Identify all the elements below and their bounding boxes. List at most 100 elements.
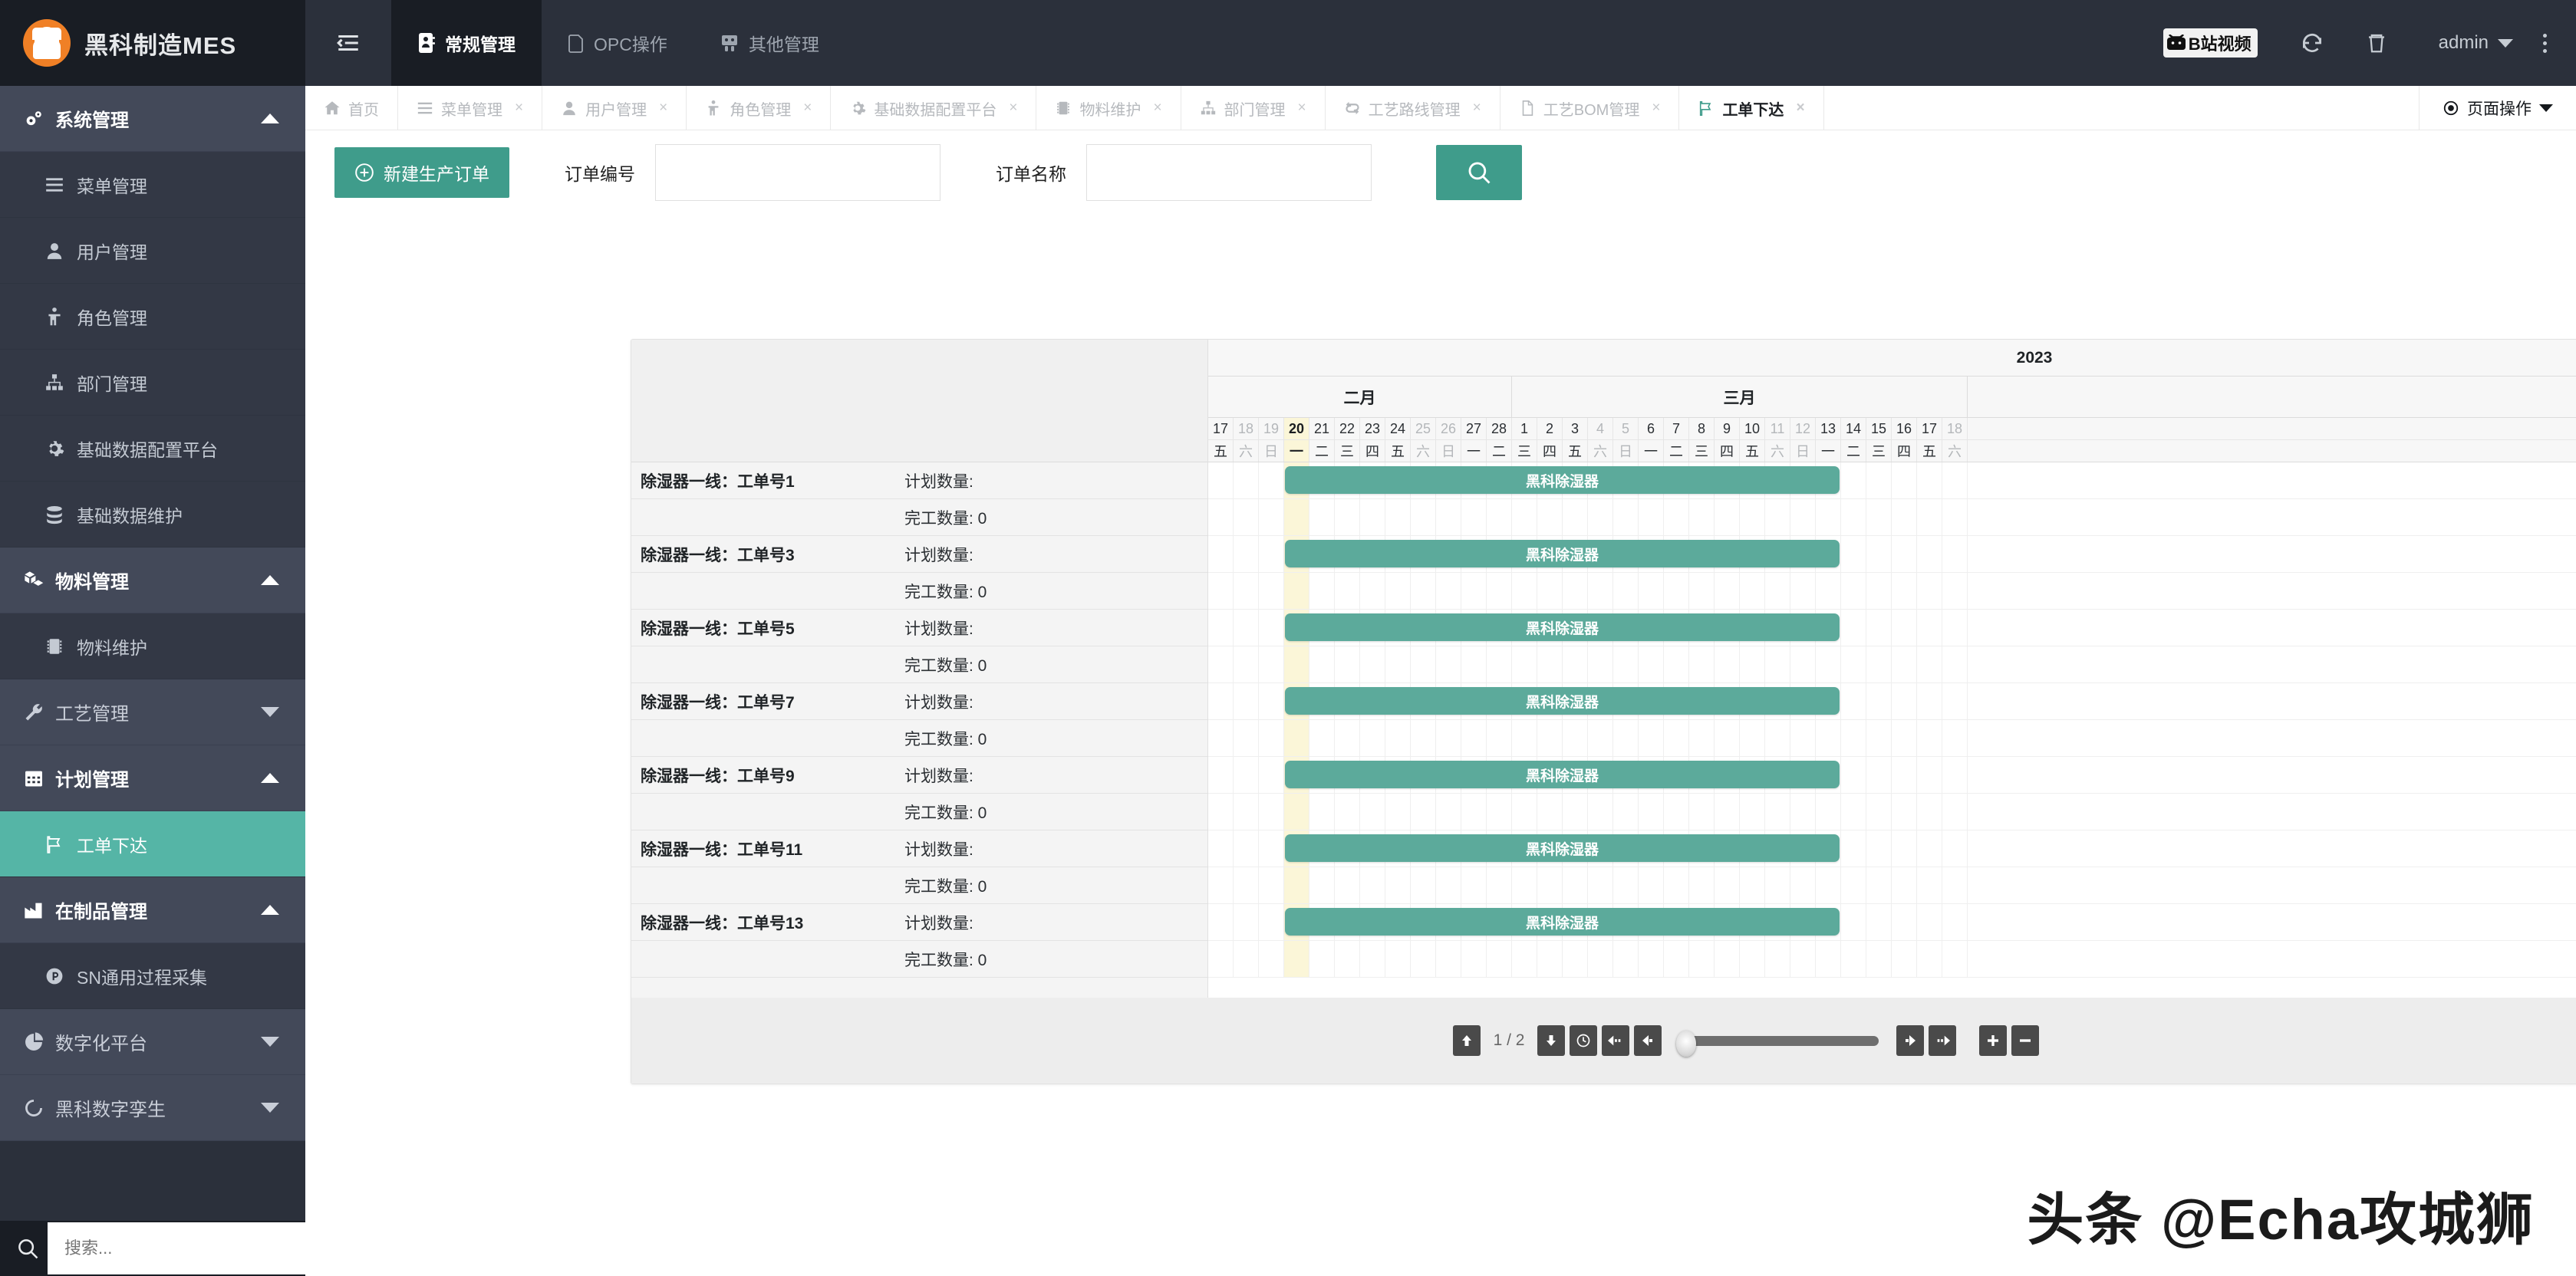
timeline-grid-cell — [1841, 904, 1866, 940]
task-row[interactable]: 除湿器一线：工单号13 计划数量: — [631, 904, 1207, 941]
sidebar-group-4[interactable]: 在制品管理 — [0, 877, 305, 943]
gantt-bar[interactable]: 黑科除湿器 — [1285, 466, 1840, 494]
jump-left-button[interactable] — [1602, 1025, 1630, 1056]
time-scale-button[interactable] — [1570, 1025, 1598, 1056]
step-left-button[interactable] — [1634, 1025, 1662, 1056]
timeline-grid-cell — [1487, 573, 1512, 609]
document-icon — [1519, 100, 1536, 117]
timeline-task-row: 黑科除湿器 — [1208, 536, 2576, 573]
task-row[interactable]: 除湿器一线：工单号3 计划数量: — [631, 536, 1207, 573]
tab-4[interactable]: 基础数据配置平台 × — [831, 86, 1037, 130]
sidebar-search-input[interactable] — [48, 1222, 305, 1274]
timeline-day-cell: 14 — [1841, 418, 1866, 439]
timeline-grid-cell — [1841, 536, 1866, 572]
close-icon[interactable]: × — [1796, 100, 1805, 116]
tab-6[interactable]: 部门管理 × — [1181, 86, 1326, 130]
top-nav-tab-other[interactable]: 其他管理 — [693, 0, 845, 86]
tab-7[interactable]: 工艺路线管理 × — [1326, 86, 1500, 130]
sidebar-group-1[interactable]: 物料管理 — [0, 548, 305, 613]
timeline-slider[interactable] — [1676, 1030, 1879, 1057]
slider-track[interactable] — [1679, 1035, 1879, 1046]
task-row[interactable]: 除湿器一线：工单号5 计划数量: — [631, 610, 1207, 646]
gantt-bar[interactable]: 黑科除湿器 — [1285, 540, 1840, 567]
timeline-grid-cell — [1208, 646, 1234, 682]
close-icon[interactable]: × — [1009, 100, 1018, 116]
timeline-grid-cell — [1563, 794, 1588, 830]
gantt-bar[interactable]: 黑科除湿器 — [1285, 613, 1840, 641]
new-production-order-button[interactable]: 新建生产订单 — [334, 147, 509, 198]
collapse-menu-icon[interactable] — [305, 0, 391, 86]
timeline-grid-cell — [1284, 573, 1309, 609]
tab-3[interactable]: 角色管理 × — [687, 86, 832, 130]
close-icon[interactable]: × — [1472, 100, 1481, 116]
tab-2[interactable]: 用户管理 × — [542, 86, 687, 130]
gantt-bar[interactable]: 黑科除湿器 — [1285, 834, 1840, 862]
tab-8[interactable]: 工艺BOM管理 × — [1500, 86, 1680, 130]
order-no-input[interactable] — [655, 144, 940, 201]
close-icon[interactable]: × — [1652, 100, 1661, 116]
jump-right-button[interactable] — [1929, 1025, 1957, 1056]
zoom-in-button[interactable] — [1979, 1025, 2008, 1056]
scroll-down-button[interactable] — [1537, 1025, 1566, 1056]
tab-5[interactable]: 物料维护 × — [1036, 86, 1181, 130]
task-row[interactable]: 除湿器一线：工单号11 计划数量: — [631, 830, 1207, 867]
refresh-icon[interactable] — [2288, 19, 2336, 67]
sidebar-item-4-0[interactable]: SN通用过程采集 — [0, 943, 305, 1009]
trash-icon[interactable] — [2353, 19, 2400, 67]
sidebar-item-0-1[interactable]: 用户管理 — [0, 218, 305, 284]
bilibili-video-button[interactable]: B站视频 — [2163, 28, 2258, 58]
task-row[interactable]: 除湿器一线：工单号7 计划数量: — [631, 683, 1207, 720]
sidebar-search[interactable] — [0, 1221, 305, 1276]
scroll-up-button[interactable] — [1452, 1025, 1481, 1056]
timeline-grid-cell — [1765, 794, 1790, 830]
gantt-bar[interactable]: 黑科除湿器 — [1285, 761, 1840, 788]
timeline-grid-cell — [1208, 462, 1234, 498]
step-right-button[interactable] — [1896, 1025, 1925, 1056]
close-icon[interactable]: × — [1153, 100, 1162, 116]
timeline-grid-cell — [1487, 867, 1512, 903]
timeline-grid-cell — [1461, 646, 1487, 682]
sidebar-item-0-0[interactable]: 菜单管理 — [0, 152, 305, 218]
timeline-grid-cell — [1436, 720, 1461, 756]
timeline-grid-cell — [1715, 573, 1740, 609]
close-icon[interactable]: × — [659, 100, 668, 116]
sidebar-group-2[interactable]: 工艺管理 — [0, 679, 305, 745]
user-menu[interactable]: admin — [2439, 32, 2513, 54]
page-operations-menu[interactable]: 页面操作 — [2420, 86, 2576, 130]
order-name-input[interactable] — [1086, 144, 1372, 201]
more-vertical-icon[interactable] — [2533, 19, 2556, 67]
sidebar-group-5[interactable]: 数字化平台 — [0, 1009, 305, 1075]
sidebar-item-0-5[interactable]: 基础数据维护 — [0, 482, 305, 548]
top-nav-tab-general[interactable]: 常规管理 — [391, 0, 542, 86]
sidebar-group-6[interactable]: 黑科数字孪生 — [0, 1075, 305, 1141]
tab-9[interactable]: 工单下达 × — [1679, 86, 1824, 130]
task-row-sub: 完工数量: 0 — [631, 794, 1207, 830]
search-button[interactable] — [1436, 145, 1522, 200]
tab-0[interactable]: 首页 — [305, 86, 398, 130]
gantt-bar[interactable]: 黑科除湿器 — [1285, 908, 1840, 936]
close-icon[interactable]: × — [1297, 100, 1306, 116]
task-planned-qty: 计划数量: — [904, 840, 973, 859]
task-row[interactable]: 除湿器一线：工单号9 计划数量: — [631, 757, 1207, 794]
sidebar-item-label: SN通用过程采集 — [77, 967, 207, 988]
sidebar-group-3[interactable]: 计划管理 — [0, 745, 305, 811]
slider-handle[interactable] — [1676, 1030, 1697, 1057]
sidebar-item-1-0[interactable]: 物料维护 — [0, 613, 305, 679]
brand[interactable]: 黑科制造MES — [0, 0, 305, 86]
task-row[interactable]: 除湿器一线：工单号1 计划数量: — [631, 462, 1207, 499]
timeline-weekday-cell: 日 — [1613, 440, 1639, 462]
sidebar-item-0-3[interactable]: 部门管理 — [0, 350, 305, 416]
tab-1[interactable]: 菜单管理 × — [398, 86, 543, 130]
gantt-timeline[interactable]: 2023 二月 三月 17 18 19 20 21 22 23 24 25 26 27 28 1 2 3 4 5 6… — [1208, 340, 2576, 998]
close-icon[interactable]: × — [803, 100, 812, 116]
sidebar-item-0-4[interactable]: 基础数据配置平台 — [0, 416, 305, 482]
timeline-grid-cell — [1512, 867, 1537, 903]
sidebar-item-3-0[interactable]: 工单下达 — [0, 811, 305, 877]
top-nav-tab-opc[interactable]: OPC操作 — [542, 0, 693, 86]
zoom-out-button[interactable] — [2011, 1025, 2040, 1056]
sidebar-group-0[interactable]: 系统管理 — [0, 86, 305, 152]
gantt-bar[interactable]: 黑科除湿器 — [1285, 687, 1840, 715]
tab-strip-list: 首页 菜单管理 × 用户管理 × 角色管理 × 基础数据配置平台 × 物料维护 × 部门管理 × 工艺路线… — [305, 86, 1824, 130]
close-icon[interactable]: × — [515, 100, 524, 116]
sidebar-item-0-2[interactable]: 角色管理 — [0, 284, 305, 350]
